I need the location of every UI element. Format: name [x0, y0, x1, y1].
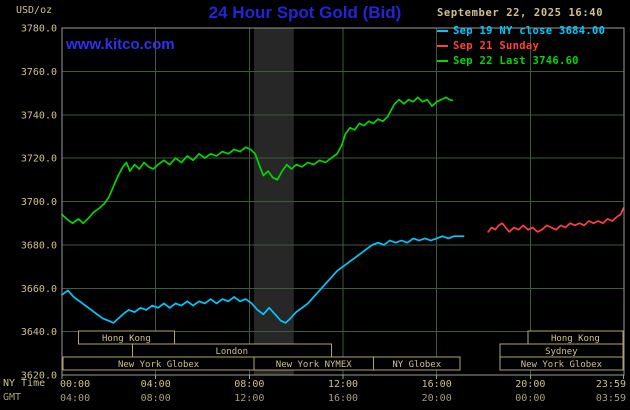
series-line-sep19 — [61, 235, 465, 324]
legend-line-swatch-red — [437, 45, 448, 47]
chart-datetime: September 22, 2025 16:40 — [437, 7, 604, 19]
x-axis-row-label-ny: NY Time — [3, 378, 46, 389]
x-axis-label-ny: 04:00 — [141, 379, 171, 390]
x-axis-label-ny: 23:59 — [596, 379, 626, 390]
y-axis-label: 3780.0 — [21, 24, 57, 35]
y-axis-label: 3620.0 — [21, 371, 57, 382]
y-axis-label: 3720.0 — [21, 154, 57, 165]
legend: Sep 19 NY close 3684.00 Sep 21 Sunday Se… — [437, 24, 605, 69]
x-axis-label-ny: 00:00 — [60, 379, 90, 390]
session-box — [77, 330, 175, 345]
x-axis-label-ny: 12:00 — [328, 379, 358, 390]
y-axis-label: 3760.0 — [21, 67, 57, 78]
session-label: Sydney — [545, 347, 578, 357]
series-line-sep21 — [487, 207, 625, 233]
y-axis-label: 3740.0 — [21, 110, 57, 121]
x-axis-label-gmt: 16:00 — [328, 393, 358, 404]
legend-item-sep22: Sep 22 Last 3746.60 — [437, 54, 605, 69]
session-label: NY Globex — [392, 360, 441, 370]
x-axis-label-ny: 08:00 — [234, 379, 264, 390]
session-label: New York Globex — [521, 360, 603, 370]
session-label: Hong Kong — [551, 334, 600, 344]
page-title: 24 Hour Spot Gold (Bid) — [208, 3, 402, 22]
legend-label-sep22: Sep 22 Last 3746.60 — [453, 55, 579, 67]
y-axis-label: 3660.0 — [21, 284, 57, 295]
x-axis-label-gmt: 08:00 — [141, 393, 171, 404]
x-axis-label-gmt: 00:00 — [515, 393, 545, 404]
legend-item-sep21: Sep 21 Sunday — [437, 39, 605, 54]
legend-item-sep19: Sep 19 NY close 3684.00 — [437, 24, 605, 39]
session-box — [499, 356, 624, 371]
legend-line-swatch-green — [437, 60, 448, 62]
x-axis-label-ny: 16:00 — [422, 379, 452, 390]
legend-label-sep21: Sep 21 Sunday — [453, 40, 540, 52]
x-axis-label-gmt: 12:00 — [234, 393, 264, 404]
legend-label-sep19: Sep 19 NY close 3684.00 — [453, 25, 606, 37]
x-axis-label-gmt: 04:00 — [60, 393, 90, 404]
session-label: New York Globex — [118, 360, 200, 370]
session-label: London — [216, 347, 249, 357]
series-line-sep22 — [61, 96, 454, 225]
y-axis-label: 3700.0 — [21, 197, 57, 208]
kitco-link[interactable]: www.kitco.com — [66, 36, 175, 53]
y-axis-unit-label: USD/oz — [16, 5, 53, 16]
session-label: New York NYMEX — [276, 360, 352, 370]
session-box — [372, 356, 461, 371]
x-axis-label-ny: 20:00 — [515, 379, 545, 390]
legend-line-swatch-cyan — [437, 30, 448, 32]
session-label: Hong Kong — [102, 334, 151, 344]
x-axis-label-gmt: 03:59 — [596, 393, 626, 404]
x-axis-row-label-gmt: GMT — [3, 392, 22, 403]
y-axis-label: 3640.0 — [21, 327, 57, 338]
y-axis-label: 3680.0 — [21, 240, 57, 251]
x-axis-label-gmt: 20:00 — [422, 393, 452, 404]
